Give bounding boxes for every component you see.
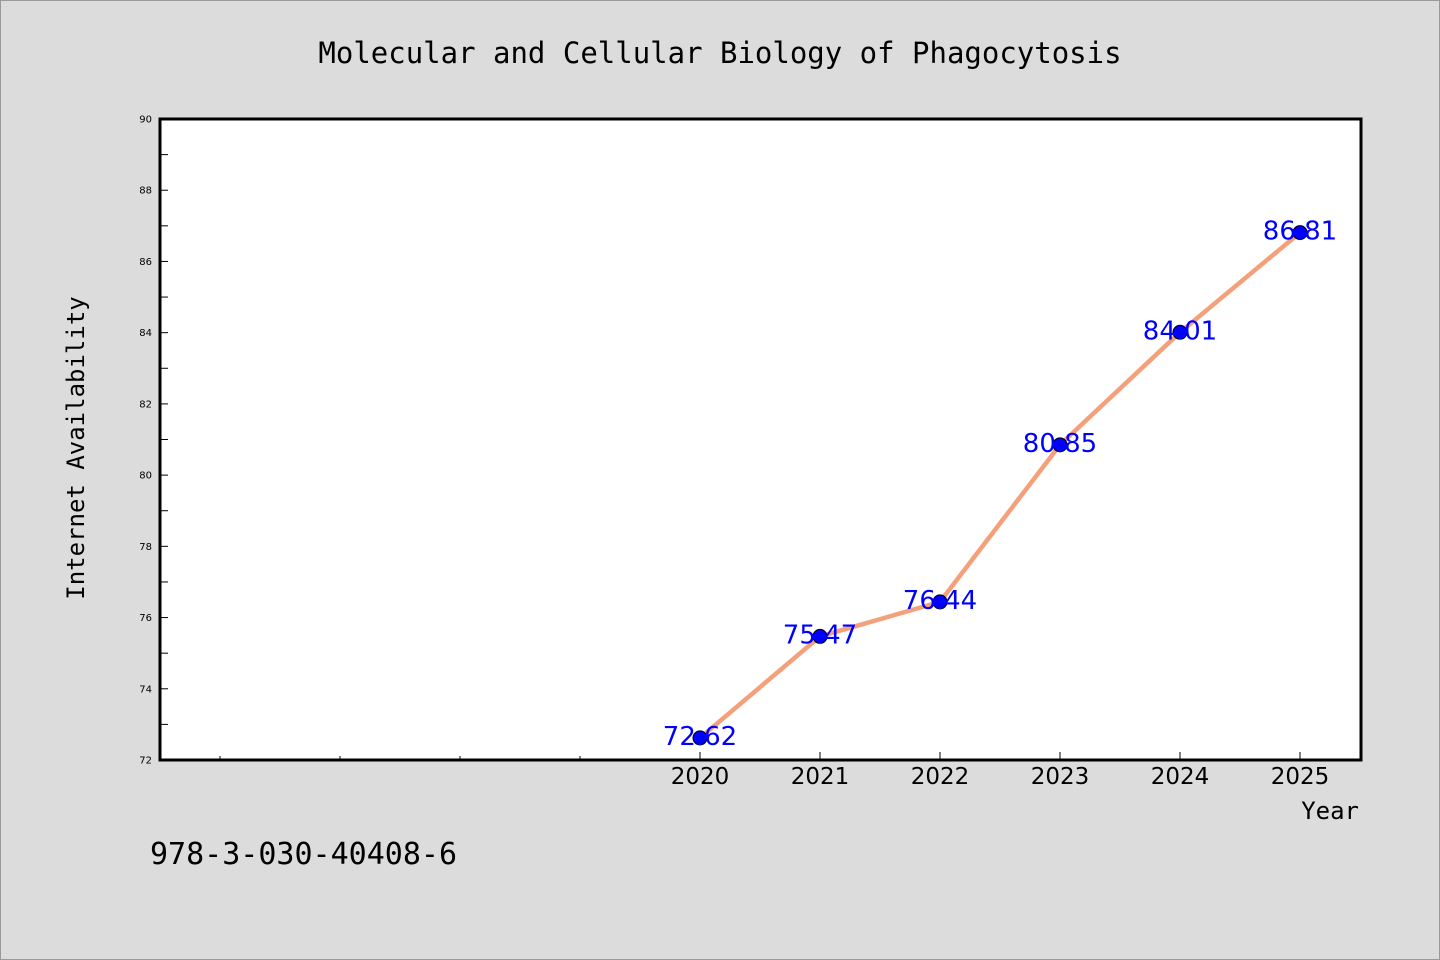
- x-tick-label: 2021: [791, 764, 850, 790]
- data-point: [1292, 225, 1308, 241]
- series-line: [697, 230, 1303, 741]
- x-tick-label: 2023: [1031, 764, 1090, 790]
- data-point: [812, 628, 828, 644]
- data-point: [1172, 324, 1188, 340]
- y-tick-label: 76: [139, 613, 152, 624]
- data-point: [1052, 437, 1068, 453]
- data-labels: 72.62 75.47 76.44 80.85 84.01 86.81: [663, 217, 1337, 752]
- y-tick-label: 82: [139, 399, 152, 410]
- chart-title: Molecular and Cellular Biology of Phagoc…: [318, 36, 1121, 70]
- isbn-text: 978-3-030-40408-6: [150, 837, 457, 872]
- data-series: [692, 225, 1308, 746]
- y-tick-label: 78: [139, 542, 152, 553]
- y-tick-label: 80: [139, 471, 152, 482]
- y-tick-label: 90: [139, 115, 152, 126]
- data-label: 84.01: [1143, 316, 1217, 346]
- data-label: 86.81: [1263, 217, 1337, 247]
- y-tick-label: 72: [139, 756, 152, 767]
- x-axis-label: Year: [1301, 797, 1359, 825]
- x-tick-label: 2020: [671, 764, 730, 790]
- data-label: 80.85: [1023, 429, 1097, 459]
- y-tick-label: 84: [139, 328, 152, 339]
- x-tick-label: 2025: [1271, 764, 1330, 790]
- y-axis: 72 74 76 78 80 82 84 86 88 90: [139, 115, 168, 767]
- y-tick-label: 74: [139, 684, 152, 695]
- y-tick-label: 86: [139, 257, 152, 268]
- data-point: [932, 594, 948, 610]
- x-tick-label: 2024: [1151, 764, 1210, 790]
- plot-area: [158, 117, 1363, 762]
- x-tick-label: 2022: [911, 764, 970, 790]
- x-axis: 2020 2021 2022 2023 2024 2025: [219, 752, 1330, 790]
- y-axis-label: Internet Availability: [62, 296, 90, 599]
- y-tick-label: 88: [139, 186, 152, 197]
- data-label: 72.62: [663, 722, 737, 752]
- data-label: 75.47: [783, 620, 857, 650]
- data-label: 76.44: [903, 586, 977, 616]
- data-point: [692, 730, 708, 746]
